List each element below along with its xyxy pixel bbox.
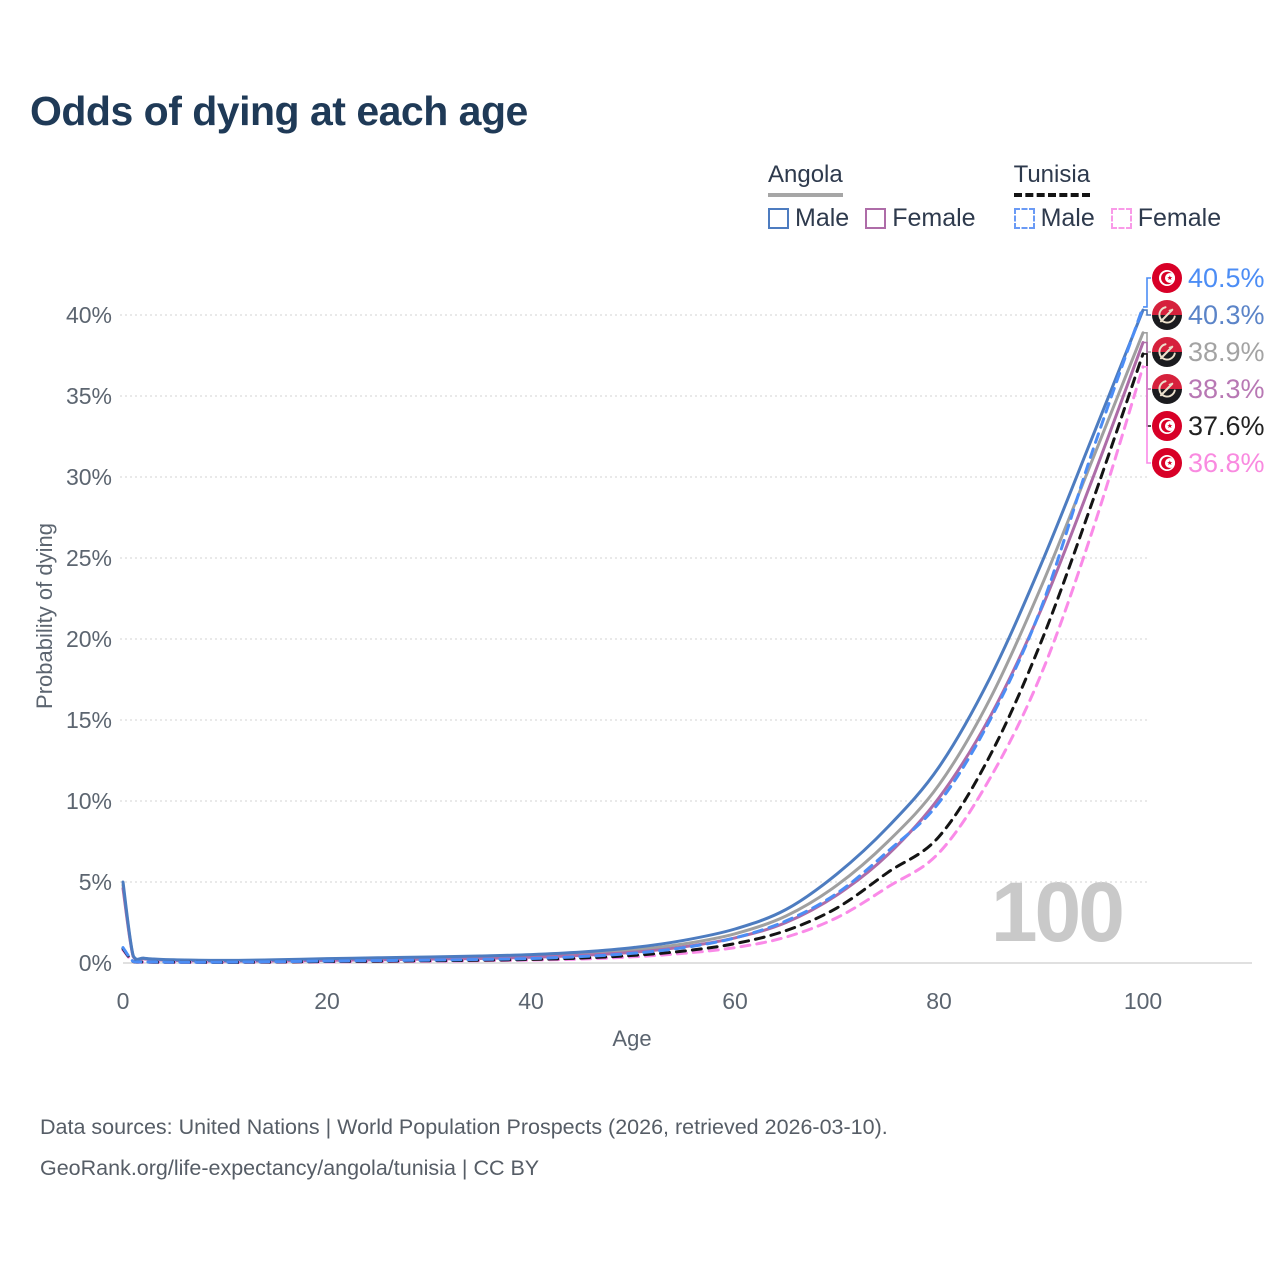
x-axis-title: Age xyxy=(612,1026,652,1051)
y-tick-label: 25% xyxy=(65,545,112,571)
line-tunisia-both-sexes xyxy=(121,352,1145,964)
line-tunisia-female xyxy=(121,365,1145,964)
legend-item-label: Female xyxy=(892,204,976,233)
line-angola-male xyxy=(121,308,1145,962)
end-label-value: 37.6% xyxy=(1188,411,1265,441)
end-label-connector xyxy=(1143,309,1151,316)
legend-item-angola-male[interactable]: Male xyxy=(768,204,849,233)
angola-flag-icon xyxy=(1152,300,1183,331)
tunisia-flag-icon xyxy=(1151,447,1183,479)
footer-link-line: GeoRank.org/life-expectancy/angola/tunis… xyxy=(40,1156,540,1180)
x-tick-label: 60 xyxy=(722,988,748,1014)
line-angola-female xyxy=(121,341,1145,963)
legend-item-tunisia-male[interactable]: Male xyxy=(1013,204,1095,233)
legend-item-label: Female xyxy=(1137,204,1222,233)
y-tick-label: 5% xyxy=(78,869,112,895)
y-tick-label: 35% xyxy=(65,383,112,409)
x-tick-label: 20 xyxy=(314,988,340,1014)
age-watermark: 100 xyxy=(990,865,1125,959)
legend-country-tunisia[interactable]: Tunisia xyxy=(1013,161,1091,198)
y-tick-label: 30% xyxy=(65,464,112,490)
line-tunisia-male xyxy=(121,305,1145,964)
footer: Data sources: United Nations | World Pop… xyxy=(40,1107,888,1189)
end-label-value: 40.5% xyxy=(1188,263,1265,293)
legend-item-label: Male xyxy=(795,204,850,233)
line-angola-both-sexes xyxy=(121,331,1145,963)
page-title: Odds of dying at each age xyxy=(30,88,528,134)
y-tick-label: 0% xyxy=(78,950,112,976)
legend-group-tunisia: Tunisia Male Female xyxy=(1013,161,1222,233)
end-label-value: 38.3% xyxy=(1188,374,1265,404)
angola-female-swatch-icon xyxy=(865,208,887,230)
x-tick-label: 40 xyxy=(518,988,544,1014)
y-tick-label: 10% xyxy=(65,788,112,814)
end-label-value: 40.3% xyxy=(1188,300,1265,330)
tunisia-female-swatch-icon xyxy=(1110,208,1132,230)
y-tick-label: 15% xyxy=(65,707,112,733)
legend: Angola Male Female Tunisia Male xyxy=(768,161,1222,233)
y-tick-label: 40% xyxy=(65,302,112,328)
legend-item-tunisia-female[interactable]: Female xyxy=(1110,204,1222,233)
angola-flag-icon xyxy=(1152,337,1183,368)
y-axis-title: Probability of dying xyxy=(32,523,57,709)
end-label-connector xyxy=(1143,277,1151,308)
legend-country-angola[interactable]: Angola xyxy=(768,161,843,198)
legend-item-label: Male xyxy=(1040,204,1095,233)
end-label-value: 36.8% xyxy=(1188,448,1265,478)
tunisia-flag-icon xyxy=(1151,262,1183,294)
x-tick-label: 80 xyxy=(926,988,952,1014)
angola-flag-icon xyxy=(1152,374,1183,405)
legend-group-angola: Angola Male Female xyxy=(768,161,976,233)
footer-sources-line: Data sources: United Nations | World Pop… xyxy=(40,1115,888,1139)
end-label-connector xyxy=(1143,366,1151,464)
end-label-value: 38.9% xyxy=(1188,337,1265,367)
legend-item-angola-female[interactable]: Female xyxy=(865,204,976,233)
angola-male-swatch-icon xyxy=(768,208,789,230)
tunisia-male-swatch-icon xyxy=(1013,208,1035,230)
x-tick-label: 100 xyxy=(1123,988,1163,1014)
x-tick-label: 0 xyxy=(116,988,130,1014)
tunisia-flag-icon xyxy=(1151,410,1183,442)
y-tick-label: 20% xyxy=(65,626,112,652)
